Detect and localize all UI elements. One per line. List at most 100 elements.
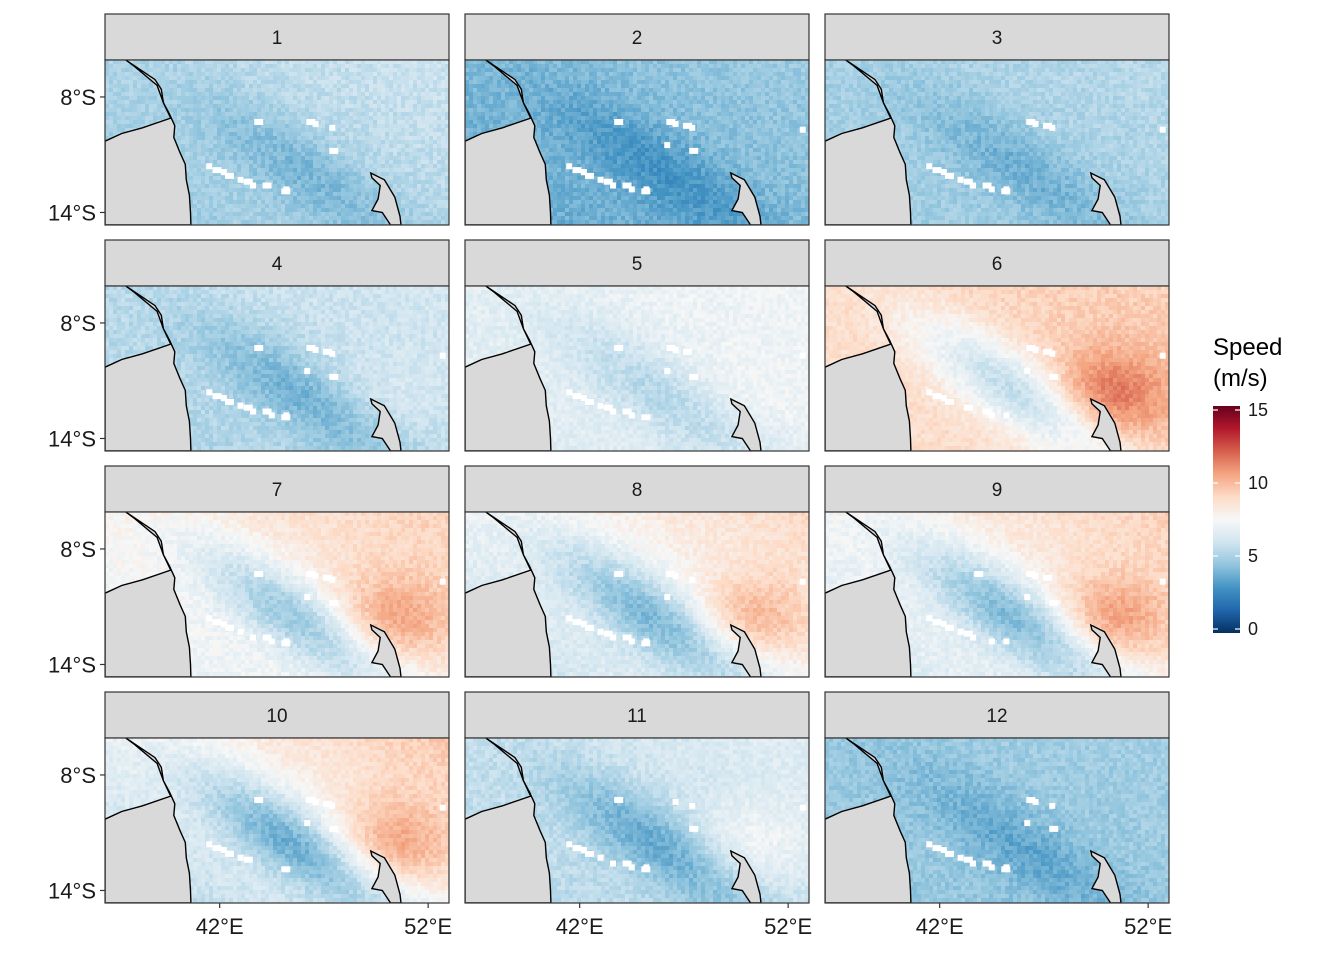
missing-data-cell: [283, 638, 290, 645]
missing-data-cell: [940, 395, 947, 402]
facet-panel-6: 6: [824, 239, 1170, 452]
y-tick-label: 8°S: [60, 537, 96, 562]
missing-data-cell: [926, 389, 933, 396]
facet-strip-label: 7: [272, 480, 283, 501]
missing-data-cell: [322, 800, 332, 807]
missing-data-cell: [799, 126, 806, 133]
missing-data-cell: [243, 856, 253, 863]
missing-data-cell: [970, 860, 977, 867]
missing-data-cell: [689, 576, 696, 583]
missing-data-cell: [212, 619, 222, 626]
land-africa: [105, 738, 192, 903]
land-africa: [465, 286, 552, 451]
missing-data-cell: [312, 572, 319, 579]
facet-strip-label: 8: [632, 480, 643, 501]
x-tick-label: 42°E: [556, 914, 604, 939]
land-africa: [825, 738, 912, 903]
panel-frame: [104, 285, 450, 452]
missing-data-cell: [664, 594, 671, 601]
missing-data-cell: [439, 578, 446, 585]
legend-tick-label: 10: [1248, 473, 1268, 493]
missing-data-cell: [672, 120, 679, 127]
missing-data-cell: [1049, 825, 1059, 832]
missing-data-cell: [212, 393, 222, 400]
missing-data-cell: [926, 163, 933, 170]
land-africa: [465, 738, 552, 903]
missing-data-cell: [614, 796, 624, 803]
missing-data-cell: [206, 615, 213, 622]
missing-data-cell: [254, 570, 264, 577]
missing-data-cell: [988, 638, 995, 645]
missing-data-cell: [281, 866, 291, 873]
missing-data-cell: [312, 798, 319, 805]
missing-data-cell: [254, 118, 264, 125]
speed-raster: [465, 286, 809, 451]
speed-raster: [465, 60, 809, 225]
land-madagascar: [369, 623, 402, 677]
missing-data-cell: [1026, 570, 1036, 577]
missing-data-cell: [603, 630, 613, 637]
facet-strip-label: 5: [632, 254, 643, 275]
color-legend: Speed (m/s) 0 5 10 15: [1213, 334, 1282, 639]
missing-data-cell: [628, 864, 635, 871]
missing-data-cell: [643, 186, 650, 193]
missing-data-cell: [206, 841, 213, 848]
facet-strip-label: 4: [272, 254, 283, 275]
missing-data-cell: [206, 163, 213, 170]
missing-data-cell: [566, 389, 573, 396]
missing-data-cell: [283, 412, 290, 419]
facet-strip: [104, 239, 450, 287]
missing-data-cell: [689, 825, 699, 832]
missing-data-cell: [580, 847, 587, 854]
missing-data-cell: [1049, 599, 1059, 606]
missing-data-cell: [799, 352, 806, 359]
legend-colorbar: [1213, 406, 1240, 633]
y-tick-label: 14°S: [48, 426, 96, 451]
missing-data-cell: [597, 854, 604, 861]
facet-panel-3: 3: [824, 13, 1170, 226]
missing-data-cell: [597, 176, 604, 183]
missing-data-cell: [945, 398, 955, 405]
missing-data-cell: [1003, 186, 1010, 193]
y-tick-label: 14°S: [48, 652, 96, 677]
missing-data-cell: [268, 412, 275, 419]
missing-data-cell: [329, 373, 339, 380]
missing-data-cell: [304, 820, 311, 827]
facet-strip: [464, 239, 810, 287]
missing-data-cell: [666, 344, 676, 351]
missing-data-cell: [988, 864, 995, 871]
missing-data-cell: [220, 169, 227, 176]
panel-frame: [104, 737, 450, 904]
missing-data-cell: [597, 628, 604, 635]
land-madagascar: [369, 397, 402, 451]
land-africa: [465, 512, 552, 677]
missing-data-cell: [610, 634, 617, 641]
missing-data-cell: [1024, 368, 1031, 375]
missing-data-cell: [1159, 126, 1166, 133]
missing-data-cell: [322, 348, 332, 355]
missing-data-cell: [329, 576, 336, 583]
missing-data-cell: [566, 615, 573, 622]
missing-data-cell: [597, 402, 604, 409]
missing-data-cell: [220, 395, 227, 402]
missing-data-cell: [945, 850, 955, 857]
y-tick-label: 8°S: [60, 311, 96, 336]
speed-raster: [825, 738, 1169, 903]
missing-data-cell: [988, 186, 995, 193]
panel-frame: [104, 59, 450, 226]
panel-frame: [824, 511, 1170, 678]
missing-data-cell: [250, 634, 257, 641]
missing-data-cell: [237, 176, 244, 183]
missing-data-cell: [614, 118, 624, 125]
missing-data-cell: [1032, 346, 1039, 353]
land-madagascar: [1089, 397, 1122, 451]
missing-data-cell: [641, 414, 651, 421]
missing-data-cell: [580, 169, 587, 176]
missing-data-cell: [666, 118, 676, 125]
missing-data-cell: [963, 856, 973, 863]
speed-raster: [465, 512, 809, 677]
missing-data-cell: [957, 176, 964, 183]
missing-data-cell: [1032, 798, 1039, 805]
missing-data-cell: [957, 628, 964, 635]
missing-data-cell: [1026, 344, 1036, 351]
